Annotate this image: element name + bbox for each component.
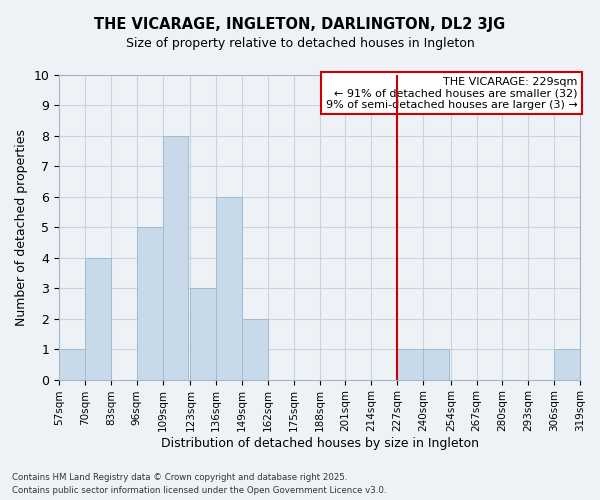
Text: Contains HM Land Registry data © Crown copyright and database right 2025.: Contains HM Land Registry data © Crown c… bbox=[12, 472, 347, 482]
Bar bbox=[397, 349, 423, 380]
Text: Contains public sector information licensed under the Open Government Licence v3: Contains public sector information licen… bbox=[12, 486, 386, 495]
Text: THE VICARAGE: 229sqm
← 91% of detached houses are smaller (32)
9% of semi-detach: THE VICARAGE: 229sqm ← 91% of detached h… bbox=[326, 76, 577, 110]
Bar bbox=[59, 349, 85, 380]
Text: THE VICARAGE, INGLETON, DARLINGTON, DL2 3JG: THE VICARAGE, INGLETON, DARLINGTON, DL2 … bbox=[94, 18, 506, 32]
Text: Size of property relative to detached houses in Ingleton: Size of property relative to detached ho… bbox=[125, 38, 475, 51]
Y-axis label: Number of detached properties: Number of detached properties bbox=[15, 129, 28, 326]
Bar bbox=[190, 288, 216, 380]
Bar bbox=[242, 318, 268, 380]
Bar bbox=[216, 197, 242, 380]
Bar bbox=[163, 136, 188, 380]
Bar bbox=[85, 258, 111, 380]
Bar bbox=[137, 228, 163, 380]
X-axis label: Distribution of detached houses by size in Ingleton: Distribution of detached houses by size … bbox=[161, 437, 479, 450]
Bar bbox=[554, 349, 580, 380]
Bar bbox=[423, 349, 449, 380]
